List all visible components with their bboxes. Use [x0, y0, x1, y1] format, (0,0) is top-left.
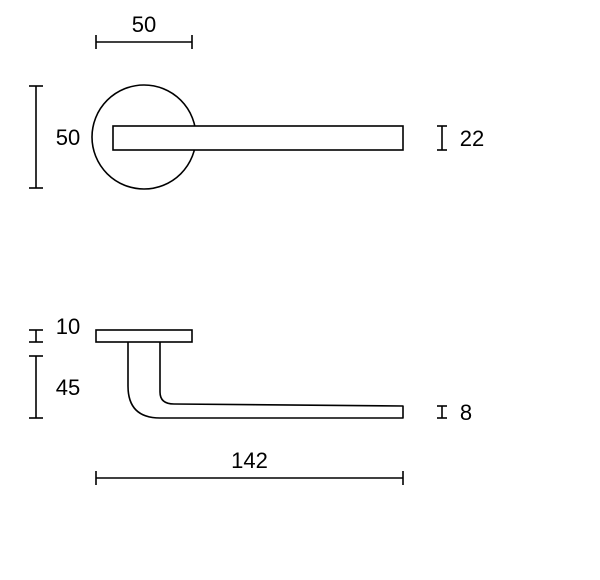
- dim-rose-diameter-label: 50: [132, 12, 156, 37]
- dim-base-thickness-label: 10: [56, 314, 80, 339]
- lever-profile: [128, 342, 403, 418]
- base-plate: [96, 330, 192, 342]
- technical-drawing: 50 50 22 10 45 142 8: [0, 0, 600, 580]
- dim-lever-end-label: 8: [460, 400, 472, 425]
- dim-total-length-label: 142: [231, 448, 268, 473]
- dim-projection-label: 45: [56, 375, 80, 400]
- dim-rose-height-label: 50: [56, 125, 80, 150]
- dim-lever-height-label: 22: [460, 126, 484, 151]
- lever-top: [113, 126, 403, 150]
